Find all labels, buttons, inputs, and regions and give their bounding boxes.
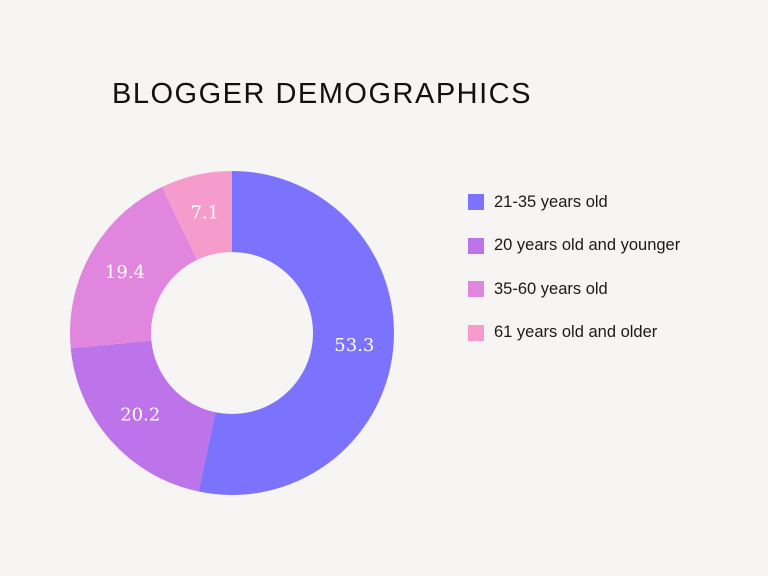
legend-label: 20 years old and younger	[494, 236, 681, 254]
chart-title: BLOGGER DEMOGRAPHICS	[112, 78, 532, 110]
donut-slice	[70, 186, 198, 349]
legend-swatch	[468, 237, 484, 254]
slice-data-label: 53.3	[334, 335, 374, 356]
legend-swatch	[468, 281, 484, 297]
legend-label: 35-60 years old	[494, 279, 608, 298]
legend-swatch	[468, 194, 484, 210]
legend: 21-35 years old 20 years old and younger…	[468, 191, 680, 365]
slice-data-label: 19.4	[105, 262, 145, 283]
legend-label: 21-35 years old	[494, 192, 608, 211]
legend-item: 21-35 years old	[468, 191, 680, 213]
donut-slice	[70, 340, 216, 492]
slice-data-label: 7.1	[190, 203, 219, 224]
legend-label: 61 years old and older	[494, 323, 658, 341]
donut-slice	[162, 171, 232, 260]
legend-item: 20 years old and younger	[468, 235, 680, 257]
donut-slice	[198, 171, 395, 496]
legend-swatch	[468, 324, 484, 341]
slice-data-label: 20.2	[120, 404, 160, 425]
legend-item: 35-60 years old	[468, 278, 680, 300]
legend-item: 61 years old and older	[468, 322, 680, 344]
